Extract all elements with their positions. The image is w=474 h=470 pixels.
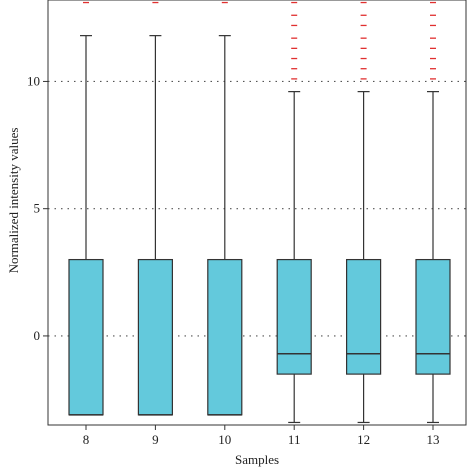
x-tick-label: 12 bbox=[357, 432, 370, 447]
box-series bbox=[68, 35, 451, 424]
y-axis-ticks: 0 5 10 bbox=[27, 73, 48, 343]
y-tick-label: 5 bbox=[34, 201, 41, 216]
box-10 bbox=[207, 258, 243, 416]
box-9 bbox=[137, 258, 173, 416]
x-tick-label: 9 bbox=[152, 432, 159, 447]
outlier-points bbox=[83, 1, 436, 80]
x-axis-title: Samples bbox=[235, 452, 279, 467]
grid-lines bbox=[48, 80, 466, 337]
box-11 bbox=[276, 258, 312, 375]
plot-frame bbox=[47, 0, 467, 426]
x-tick-label: 13 bbox=[427, 432, 440, 447]
box-12 bbox=[346, 258, 382, 375]
x-tick-label: 8 bbox=[83, 432, 90, 447]
y-axis-title: Normalized intensity values bbox=[6, 128, 21, 274]
x-tick-label: 11 bbox=[288, 432, 301, 447]
y-tick-label: 10 bbox=[27, 73, 40, 88]
y-tick-label: 0 bbox=[34, 328, 41, 343]
box-13 bbox=[415, 258, 451, 375]
x-axis-ticks: 8 9 10 11 12 13 bbox=[83, 425, 440, 447]
x-tick-label: 10 bbox=[218, 432, 231, 447]
box-8 bbox=[68, 258, 104, 416]
